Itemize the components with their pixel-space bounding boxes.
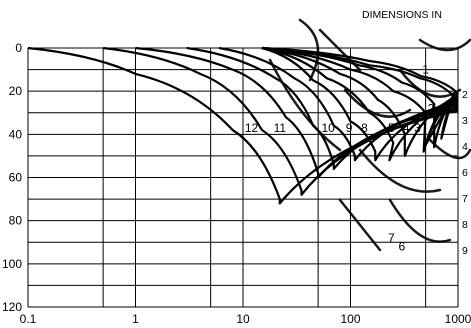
right-edge-label: 8 xyxy=(462,219,468,231)
x-tick-label: 1000 xyxy=(445,312,471,326)
right-edge-label: 4 xyxy=(462,141,468,153)
curve-label-1: 1 xyxy=(422,63,429,77)
y-tick-label: 40 xyxy=(9,127,23,141)
curve-label-6: 6 xyxy=(398,240,405,254)
curve-label-12: 12 xyxy=(245,121,259,135)
axes: 0.1 1 10 100 1000 0 20 40 60 80 100 120 xyxy=(2,41,471,326)
x-tick-label: 0.1 xyxy=(20,312,37,326)
right-edge-labels: 2 3 4 6 7 8 9 xyxy=(462,89,468,257)
y-tick-label: 60 xyxy=(9,171,23,185)
grid xyxy=(27,47,459,308)
curve-label-9: 9 xyxy=(346,121,353,135)
y-tick-label: 0 xyxy=(15,41,22,55)
y-tick-label: 100 xyxy=(2,257,22,271)
right-edge-label: 9 xyxy=(462,245,468,257)
x-tick-label: 10 xyxy=(236,312,250,326)
curve-label-5: 5 xyxy=(388,121,395,135)
curve-12 xyxy=(27,46,459,205)
curve-4 xyxy=(261,46,459,153)
curve-2 xyxy=(261,46,459,140)
y-tick-label: 20 xyxy=(9,84,23,98)
curve-label-7: 7 xyxy=(388,231,395,245)
curve-label-8: 8 xyxy=(361,121,368,135)
y-tick-label: 120 xyxy=(2,300,22,314)
curve-label-2: 2 xyxy=(428,101,435,115)
y-tick-label: 80 xyxy=(9,214,23,228)
right-edge-label: 6 xyxy=(462,167,468,179)
right-edge-label: 2 xyxy=(462,89,468,101)
curve-7 xyxy=(261,46,459,162)
curve-label-4: 4 xyxy=(403,121,410,135)
curve-11 xyxy=(102,46,459,196)
curve-label-3: 3 xyxy=(414,121,421,135)
x-tick-label: 100 xyxy=(340,312,360,326)
right-edge-label: 7 xyxy=(462,193,468,205)
curve-3 xyxy=(261,46,459,149)
chart-heading: DIMENSIONS IN xyxy=(362,9,442,21)
curve-9 xyxy=(186,46,459,170)
watermark xyxy=(268,18,471,252)
x-tick-label: 1 xyxy=(132,312,139,326)
curve-label-10: 10 xyxy=(322,121,336,135)
curve-label-11: 11 xyxy=(274,121,287,135)
curve-6 xyxy=(261,46,459,162)
right-edge-label: 3 xyxy=(462,115,468,127)
